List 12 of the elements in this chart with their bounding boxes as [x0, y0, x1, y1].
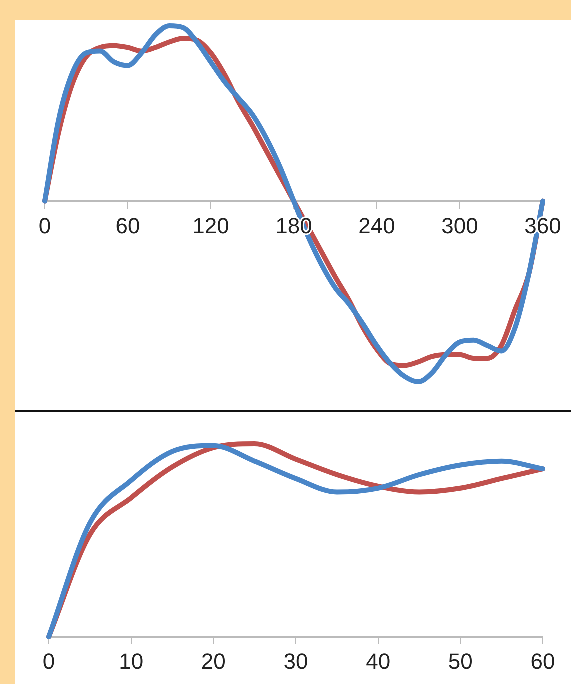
x-tick-label: 40	[366, 649, 391, 674]
x-tick-label: 240	[358, 213, 396, 238]
x-tick-label: 10	[119, 649, 144, 674]
x-tick-label: 20	[201, 649, 226, 674]
x-tick-label: 50	[448, 649, 473, 674]
x-tick-label: 60	[530, 649, 556, 674]
x-tick-label: 0	[42, 649, 56, 674]
x-tick-label: 120	[192, 213, 230, 238]
x-tick-label: 60	[116, 213, 140, 238]
x-tick-label: 300	[442, 213, 478, 238]
x-tick-label: 0	[38, 213, 52, 238]
x-tick-label: 30	[284, 649, 308, 674]
